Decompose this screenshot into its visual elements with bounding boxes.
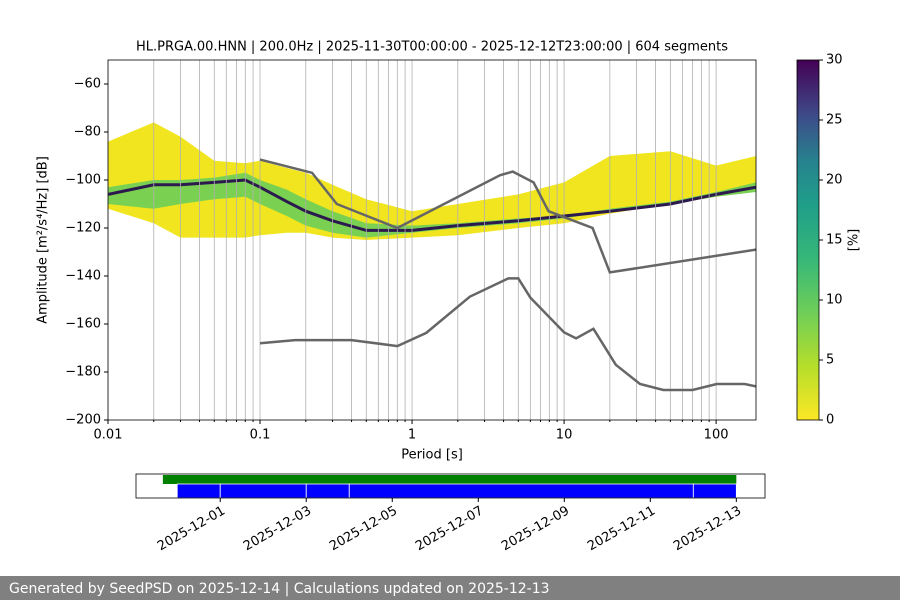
x-tick-label: 0.1 (250, 428, 271, 443)
x-axis-label: Period [s] (401, 448, 463, 463)
colorbar-tick-label: 30 (826, 53, 843, 68)
noise-model-line (259, 158, 756, 274)
density-band (108, 122, 756, 240)
y-axis-label: Amplitude [m²/s⁴/Hz] [dB] (36, 156, 51, 324)
x-tick-label: 100 (704, 428, 729, 443)
x-tick-label: 10 (556, 428, 573, 443)
y-tick-label: −80 (74, 125, 101, 140)
colorbar-tick-label: 20 (826, 173, 843, 188)
x-tick-label: 1 (408, 428, 416, 443)
chart-title: HL.PRGA.00.HNN | 200.0Hz | 2025-11-30T00… (136, 40, 728, 55)
y-tick-label: −60 (74, 77, 101, 92)
coverage-bar (219, 483, 307, 499)
x-tick-label: 0.01 (94, 428, 123, 443)
y-tick-label: −100 (65, 173, 101, 188)
plot-area (108, 60, 756, 420)
timeline-frame (135, 473, 766, 499)
coverage-bar (162, 475, 737, 484)
footer-text: Generated by SeedPSD on 2025-12-14 | Cal… (9, 581, 550, 597)
colorbar-tick-label: 10 (826, 293, 843, 308)
coverage-bar (692, 483, 737, 499)
y-tick-label: −200 (65, 413, 101, 428)
density-band (108, 172, 756, 238)
colorbar-tick-label: 0 (826, 413, 834, 428)
coverage-bar (348, 483, 694, 499)
footer-bar (0, 576, 900, 600)
coverage-bar (176, 483, 221, 499)
y-tick-label: −160 (65, 317, 101, 332)
mode-line (108, 178, 756, 232)
y-tick-label: −180 (65, 365, 101, 380)
y-tick-label: −140 (65, 269, 101, 284)
colorbar-tick-label: 5 (826, 353, 834, 368)
y-tick-label: −120 (65, 221, 101, 236)
plot-frame (107, 59, 757, 421)
colorbar-tick-label: 15 (826, 233, 843, 248)
noise-model-line (259, 277, 756, 392)
colorbar-tick-label: 25 (826, 113, 843, 128)
colorbar-label: [%] (847, 229, 862, 252)
colorbar (796, 59, 820, 421)
coverage-bar (305, 483, 350, 499)
